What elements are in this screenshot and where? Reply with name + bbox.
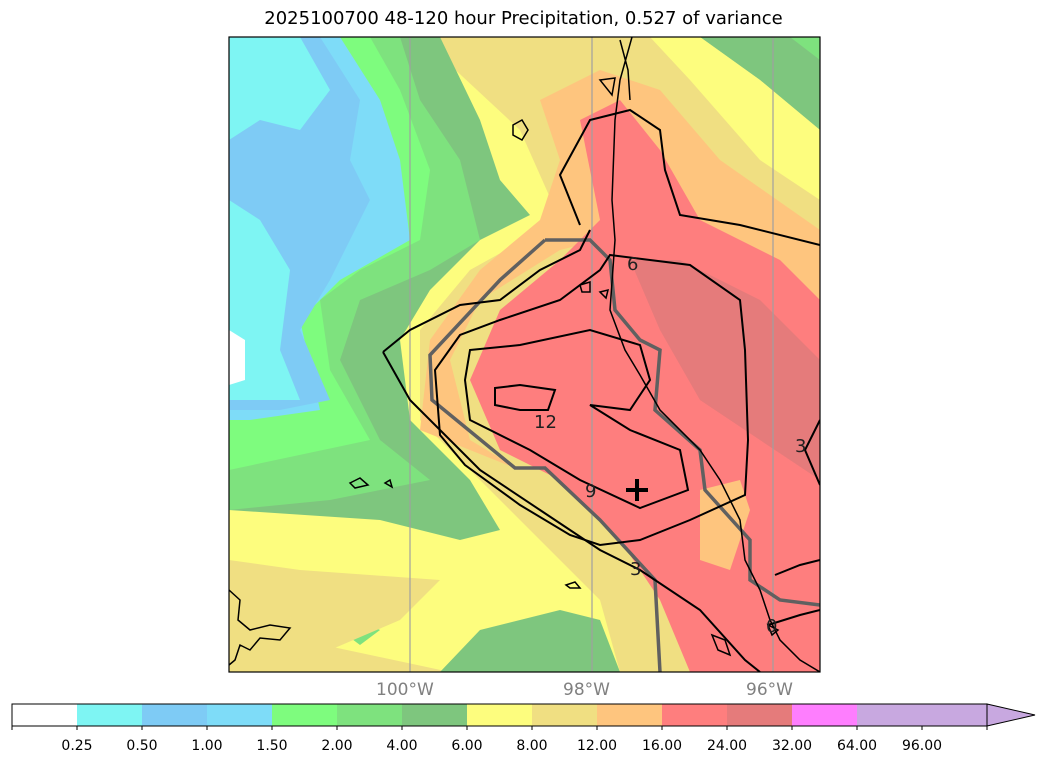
gray-contour: [428, 238, 820, 672]
contour-3: [382, 108, 820, 672]
fill-cyan: [229, 37, 330, 140]
lon-label-98w: 98°W: [563, 680, 610, 700]
contour-label-9: 9: [585, 481, 596, 502]
fill-cyan-2: [229, 200, 300, 400]
contour-6: [433, 253, 750, 547]
colorbar-tick-label: 2.00: [321, 738, 353, 754]
colorbar-tick-label: 1.00: [191, 738, 223, 754]
colorbar-cell: [272, 704, 337, 726]
colorbar-extend-arrow: [986, 703, 1036, 727]
map-frame: [228, 36, 821, 673]
colorbar-tick-label: 4.00: [386, 738, 418, 754]
fill-green-top-right: [700, 37, 820, 130]
colorbar-cell: [922, 704, 987, 726]
colorbar-cell: [337, 704, 402, 726]
lon-label-100w: 100°W: [376, 680, 434, 700]
colorbar-cell: [727, 704, 792, 726]
fill-orange-patch: [700, 480, 750, 570]
fill-lgreen-top-right: [790, 37, 820, 60]
plus-marker: [626, 479, 648, 501]
map-fill-layer: [229, 37, 820, 672]
contour-label-3: 3: [630, 559, 641, 580]
colorbar-tick-label: 8.00: [516, 738, 548, 754]
colorbar-cell: [77, 704, 142, 726]
colorbar-tick-label: 32.00: [771, 738, 813, 754]
colorbar-tick-label: 64.00: [836, 738, 878, 754]
contour-9: [463, 328, 690, 510]
coastline: [229, 37, 820, 672]
colorbar-cell: [467, 704, 532, 726]
colorbar-tick-label: 1.50: [256, 738, 288, 754]
fill-white: [229, 330, 245, 385]
contour-12: [494, 383, 557, 411]
colorbar-cell: [857, 704, 922, 726]
colorbar-cell: [12, 704, 77, 726]
colorbar-cell: [402, 704, 467, 726]
contour-3-right: [803, 419, 820, 486]
colorbar-frame: [11, 703, 988, 727]
colorbar-cell: [662, 704, 727, 726]
colorbar-tick-label: 0.25: [61, 738, 93, 754]
fill-yellow-top-right: [650, 37, 820, 200]
colorbar-cell: [207, 704, 272, 726]
gridlines: [409, 37, 774, 672]
contour-bottom-right: [767, 559, 820, 626]
colorbar-tick-label: 0.50: [126, 738, 158, 754]
colorbar-tick-label: 24.00: [706, 738, 748, 754]
lon-label-96w: 96°W: [746, 680, 793, 700]
colorbar-tick-label: 6.00: [451, 738, 483, 754]
colorbar-cell: [597, 704, 662, 726]
colorbar-tick-label: 12.00: [576, 738, 618, 754]
fill-orange: [420, 70, 820, 470]
contour-label-0: 0: [766, 616, 777, 637]
colorbar-tick-label: 96.00: [901, 738, 943, 754]
contour-label-3-right: 3: [795, 436, 806, 457]
colorbar-cell: [142, 704, 207, 726]
contour-label-12: 12: [534, 412, 557, 433]
colorbar-tick-label: 16.00: [641, 738, 683, 754]
contour-label-6: 6: [627, 254, 638, 275]
colorbar-cell: [792, 704, 857, 726]
colorbar-cell: [532, 704, 597, 726]
map-title: 2025100700 48-120 hour Precipitation, 0.…: [264, 8, 783, 29]
fill-green-bottom: [440, 610, 620, 672]
